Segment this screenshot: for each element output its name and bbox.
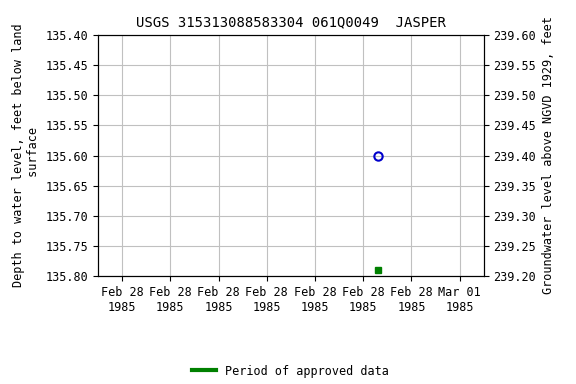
Legend: Period of approved data: Period of approved data (188, 360, 394, 382)
Title: USGS 315313088583304 061Q0049  JASPER: USGS 315313088583304 061Q0049 JASPER (136, 15, 446, 29)
Y-axis label: Groundwater level above NGVD 1929, feet: Groundwater level above NGVD 1929, feet (542, 17, 555, 295)
Y-axis label: Depth to water level, feet below land
 surface: Depth to water level, feet below land su… (12, 24, 40, 287)
